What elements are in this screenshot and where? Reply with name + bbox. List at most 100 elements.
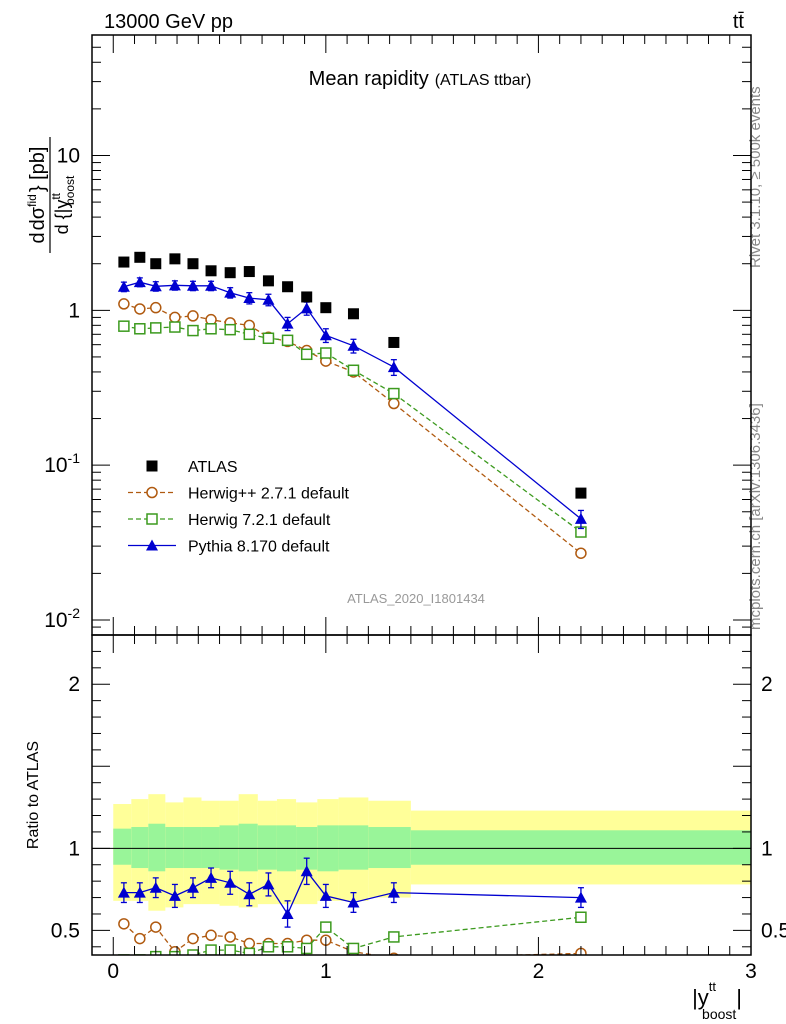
- main-series-group: [117, 251, 587, 559]
- ratio-xtick-label: 1: [320, 960, 332, 983]
- main-point-herwig-2-7-1-default: [134, 303, 146, 315]
- main-point-atlas: [118, 256, 130, 268]
- plot-title-group: Mean rapidity (ATLAS ttbar): [309, 68, 532, 90]
- main-point-pythia-8-170-default: [262, 293, 275, 305]
- analysis-label: ATLAS_2020_I1801434: [347, 591, 485, 606]
- main-point-pythia-8-170-default: [243, 292, 256, 304]
- ratio-point-herwig-2-7-1-default: [134, 932, 146, 945]
- main-point-pythia-8-170-default: [387, 361, 400, 373]
- xlabel-end: |: [736, 985, 742, 1010]
- ratio-point-pythia-8-170-default: [133, 886, 146, 898]
- main-point-atlas: [205, 265, 217, 277]
- main-point-pythia-8-170-default: [149, 280, 162, 292]
- main-point-herwig-7-2-1-default: [388, 387, 400, 400]
- main-point-herwig-7-2-1-default: [262, 332, 275, 345]
- main-point-atlas: [262, 275, 274, 287]
- ylabel-den-sup: tt: [49, 192, 63, 199]
- main-panel: 10-2 10-1 1 10 Mean rapidity (ATLAS ttbar) A…: [44, 34, 752, 636]
- ratio-band-inner: [131, 827, 149, 869]
- main-point-herwig-2-7-1-default: [169, 311, 181, 324]
- ratio-ytick-label-right: 0.5: [761, 919, 786, 942]
- main-point-pythia-8-170-default: [117, 280, 130, 292]
- ratio-xtick-label: 3: [745, 960, 757, 983]
- ratio-point-herwig-7-2-1-default: [388, 931, 400, 943]
- ylabel-unit: } [pb]: [27, 147, 49, 193]
- legend-label-atlas: ATLAS: [188, 459, 238, 476]
- main-point-pythia-8-170-default: [168, 279, 181, 291]
- ratio-point-pythia-8-170-default: [205, 871, 218, 883]
- main-point-herwig-7-2-1-default: [300, 348, 313, 361]
- main-point-atlas: [282, 281, 294, 293]
- ratio-point-pythia-8-170-default: [262, 878, 275, 890]
- ratio-ytick-label-right: 1: [761, 837, 773, 860]
- ratio-ytick-label-right: 2: [761, 673, 773, 696]
- ratio-band-inner: [410, 830, 751, 865]
- main-ylabel-text: d dσfid} [pb]: [25, 147, 49, 244]
- ratio-point-herwig-2-7-1-default: [224, 931, 236, 943]
- ratio-band-inner: [201, 827, 220, 869]
- ratio-point-herwig-2-7-1-default: [205, 929, 217, 942]
- main-axis-ticks: 10-2 10-1 1 10: [44, 34, 752, 636]
- ylabel-sigma: dσ: [27, 206, 49, 230]
- ratio-point-herwig-7-2-1-default: [205, 944, 217, 955]
- main-point-herwig-2-7-1-default: [187, 310, 199, 322]
- ratio-point-pythia-8-170-default: [347, 896, 360, 908]
- main-point-pythia-8-170-default: [347, 339, 360, 351]
- main-point-atlas: [575, 487, 587, 499]
- main-point-atlas: [150, 258, 162, 270]
- ylabel-den-sub: boost: [63, 175, 77, 205]
- ratio-point-herwig-2-7-1-default: [150, 921, 162, 933]
- main-point-herwig-7-2-1-default: [320, 347, 332, 359]
- legend-label-herwig-7-2-1-default: Herwig 7.2.1 default: [188, 512, 331, 529]
- ratio-point-herwig-7-2-1-default: [300, 942, 313, 955]
- legend-marker-herwig-2-7-1-default: [146, 486, 158, 499]
- ratio-point-herwig-2-7-1-default: [187, 932, 199, 945]
- ratio-point-herwig-7-2-1-default: [134, 954, 146, 955]
- header-left: 13000 GeV pp: [104, 11, 233, 33]
- ratio-point-herwig-7-2-1-default: [347, 942, 360, 955]
- side-bottom-text: mcplots.cern.ch [arXiv:1306.3436]: [747, 403, 764, 630]
- legend-marker-pythia-8-170-default: [146, 539, 158, 551]
- xlabel-main: |y: [692, 985, 709, 1010]
- ratio-point-herwig-7-2-1-default: [320, 921, 332, 933]
- ratio-xtick-label: 2: [533, 960, 545, 983]
- main-point-pythia-8-170-default: [574, 512, 587, 524]
- main-point-atlas: [320, 302, 332, 314]
- ratio-point-herwig-7-2-1-default: [243, 947, 256, 955]
- ratio-point-herwig-7-2-1-default: [187, 949, 199, 955]
- main-point-pythia-8-170-default: [205, 279, 218, 291]
- ratio-point-herwig-7-2-1-default: [262, 941, 275, 953]
- ylabel-denominator: d {|yttboost: [49, 175, 77, 234]
- ratio-series-group: [117, 857, 587, 955]
- main-point-atlas: [243, 266, 255, 278]
- ratio-band-inner: [113, 828, 132, 865]
- ratio-point-pythia-8-170-default: [224, 876, 237, 888]
- ratio-point-pythia-8-170-default: [281, 907, 294, 919]
- ratio-band-inner: [238, 823, 258, 872]
- main-point-herwig-2-7-1-default: [388, 397, 400, 410]
- ylabel-den: d {|y: [52, 200, 72, 235]
- main-point-atlas: [224, 267, 236, 279]
- header-right: tt̄: [733, 11, 745, 33]
- main-point-pythia-8-170-default: [224, 286, 237, 298]
- main-point-pythia-8-170-default: [281, 317, 294, 329]
- ratio-point-herwig-7-2-1-default: [281, 941, 294, 953]
- ratio-point-pythia-8-170-default: [117, 886, 130, 898]
- legend-label-pythia-8-170-default: Pythia 8.170 default: [188, 539, 330, 556]
- main-ylabel: d dσfid} [pb] d {|yttboost: [25, 137, 77, 253]
- legend: ATLAS Herwig++ 2.7.1 default Herwig 7.2.1 …: [128, 459, 350, 556]
- main-point-herwig-7-2-1-default: [281, 334, 294, 347]
- ratio-band-inner: [338, 825, 369, 870]
- ratio-point-herwig-7-2-1-default: [118, 954, 130, 955]
- main-point-atlas: [388, 336, 400, 348]
- ratio-point-pythia-8-170-default: [168, 889, 181, 901]
- xlabel-sub: boost: [702, 1006, 736, 1022]
- main-point-herwig-7-2-1-default: [205, 323, 217, 335]
- xlabel-sup: tt: [709, 979, 717, 994]
- main-point-pythia-8-170-default: [186, 279, 199, 291]
- main-ytick-label: 10-1: [44, 450, 80, 477]
- main-point-herwig-7-2-1-default: [347, 364, 360, 377]
- ratio-point-pythia-8-170-default: [574, 891, 587, 903]
- main-point-atlas: [347, 308, 359, 320]
